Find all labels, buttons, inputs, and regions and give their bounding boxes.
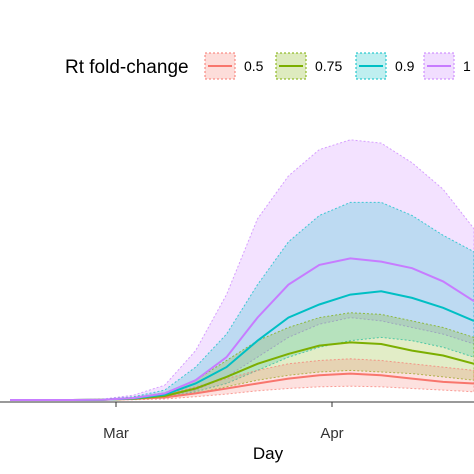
x-tick-label: Mar: [103, 425, 129, 442]
legend-label: 0.5: [244, 58, 264, 74]
legend-label: 1: [463, 58, 471, 74]
x-axis-title: Day: [253, 444, 284, 463]
legend-item: 0.75: [275, 52, 342, 80]
series-lines: [10, 257, 474, 401]
series-line-1: [10, 257, 474, 401]
legend-label: 0.75: [315, 58, 342, 74]
x-tick-label: Apr: [320, 425, 343, 442]
ribbon-1: [10, 139, 474, 401]
legend-item: 1: [423, 52, 471, 80]
legend-label: 0.9: [395, 58, 415, 74]
legend-title: Rt fold-change: [65, 57, 189, 78]
legend: Rt fold-change 0.5 0.75 0.9 1: [65, 52, 471, 80]
x-axis: Mar Apr: [0, 401, 474, 442]
ribbon-0_9: [10, 201, 474, 401]
legend-item: 0.5: [204, 52, 264, 80]
legend-item: 0.9: [355, 52, 415, 80]
ribbons: [10, 139, 474, 401]
